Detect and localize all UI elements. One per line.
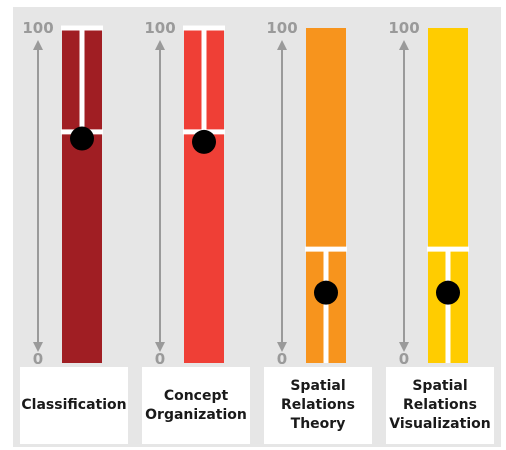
scale-top-label: 100 [144,19,175,37]
scale-top-label: 100 [266,19,297,37]
value-dot [436,280,460,305]
value-dot [70,126,94,151]
scale-bottom-label: 0 [399,350,409,368]
scale-top-label: 100 [22,19,53,37]
arrow-up-icon [155,40,165,50]
scale-bottom-label: 0 [277,350,287,368]
value-dot [314,280,338,305]
arrow-up-icon [33,40,43,50]
scale-bottom-label: 0 [33,350,43,368]
arrow-down-icon [399,342,409,352]
arrow-up-icon [399,40,409,50]
category-label: Spatial Relations Visualization [386,367,494,444]
category-label: Classification [20,367,128,444]
category-label: Spatial Relations Theory [264,367,372,444]
arrow-up-icon [277,40,287,50]
value-dot [192,129,216,154]
scale-top-label: 100 [388,19,419,37]
arrow-down-icon [277,342,287,352]
scale-bottom-label: 0 [155,350,165,368]
arrow-down-icon [155,342,165,352]
category-label: Concept Organization [142,367,250,444]
arrow-down-icon [33,342,43,352]
